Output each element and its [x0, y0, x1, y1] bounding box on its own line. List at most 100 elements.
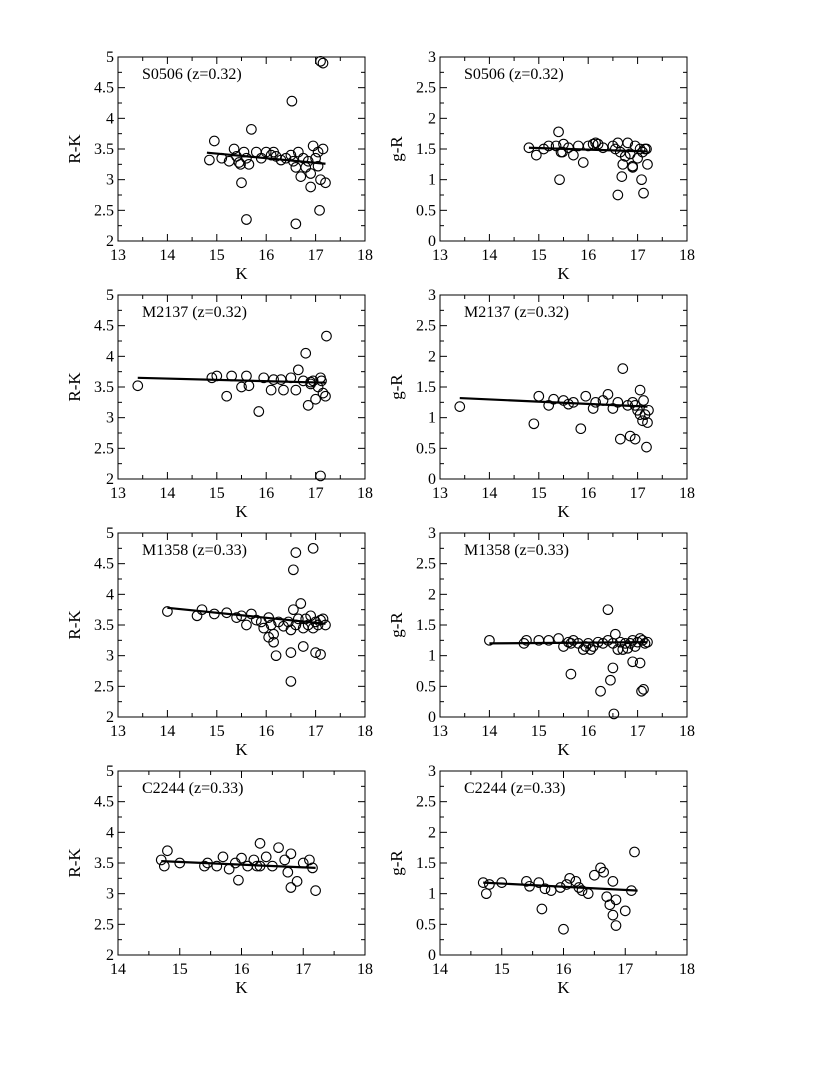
chart-panel-3: 13 14 15 16 17 18 2 2.5 3 3.5 4 4.5 5 K R-K M2137 (z=0.… — [65, 287, 373, 521]
data-point — [610, 920, 622, 931]
y-tick-label: 3.5 — [94, 617, 114, 634]
y-axis-label: g-R — [387, 612, 406, 638]
data-point — [582, 140, 594, 152]
data-point — [629, 433, 641, 445]
x-tick-label: 16 — [258, 485, 274, 502]
x-tick-label: 13 — [432, 485, 448, 502]
data-point — [250, 614, 262, 626]
y-axis-label: R-K — [65, 134, 84, 164]
data-point — [290, 619, 302, 631]
data-point — [202, 857, 213, 869]
data-point — [563, 398, 574, 410]
x-tick-label: 14 — [110, 961, 126, 978]
y-axis-label: R-K — [65, 372, 84, 402]
data-point — [595, 685, 606, 697]
data-point — [602, 389, 614, 400]
data-point — [585, 644, 597, 655]
data-point — [607, 909, 619, 921]
data-point — [565, 668, 577, 680]
y-tick-label: 2.5 — [94, 678, 114, 695]
data-point — [612, 396, 624, 408]
data-point — [317, 143, 329, 155]
x-tick-label: 13 — [110, 485, 126, 502]
y-tick-label: 2 — [428, 824, 436, 841]
y-tick-label: 1.5 — [416, 617, 436, 634]
data-point — [253, 406, 265, 417]
data-point — [592, 636, 604, 648]
data-point — [236, 610, 247, 622]
data-point — [545, 885, 557, 896]
data-point — [221, 390, 233, 402]
data-point — [637, 634, 648, 646]
data-point — [317, 387, 329, 399]
data-point — [282, 866, 294, 878]
x-tick-label: 17 — [308, 723, 324, 740]
data-point — [627, 160, 639, 172]
data-point — [530, 149, 542, 161]
data-point — [582, 888, 594, 900]
data-point — [290, 384, 302, 396]
data-point — [279, 854, 291, 866]
data-point — [310, 152, 321, 164]
y-tick-label: 3 — [428, 49, 436, 66]
x-tick-label: 15 — [531, 723, 547, 740]
data-point — [231, 612, 242, 623]
x-tick-label: 18 — [679, 961, 695, 978]
data-point — [229, 857, 241, 869]
data-point — [480, 888, 492, 900]
fit-line — [161, 860, 316, 870]
data-point — [616, 171, 628, 182]
x-tick-label: 16 — [234, 961, 250, 978]
x-tick-label: 17 — [617, 961, 633, 978]
data-point — [610, 894, 622, 906]
y-tick-label: 3.5 — [94, 379, 114, 396]
data-point — [288, 155, 299, 167]
data-point — [317, 613, 329, 625]
data-point — [199, 860, 210, 872]
data-point — [614, 433, 626, 445]
data-point — [533, 877, 545, 888]
data-point — [605, 674, 616, 686]
x-tick-label: 14 — [159, 247, 175, 264]
panel-title: M2137 (z=0.32) — [464, 304, 569, 321]
data-point — [617, 363, 629, 374]
data-point — [241, 214, 252, 225]
data-point — [295, 598, 307, 609]
x-tick-label: 15 — [531, 247, 547, 264]
panel-title: S0506 (z=0.32) — [142, 66, 242, 83]
x-tick-label: 18 — [357, 247, 373, 264]
data-point — [521, 634, 532, 646]
x-tick-label: 15 — [209, 485, 225, 502]
y-tick-label: 4.5 — [94, 794, 114, 811]
y-axis-label: R-K — [65, 610, 84, 640]
data-point — [263, 612, 275, 623]
data-point — [627, 396, 639, 408]
data-point — [557, 146, 568, 158]
data-point — [627, 656, 639, 668]
data-point — [634, 143, 646, 155]
y-tick-label: 2 — [428, 586, 436, 603]
data-point — [288, 604, 299, 616]
panel-title: M1358 (z=0.33) — [464, 542, 569, 559]
chart-panel-1: 13 14 15 16 17 18 2 2.5 3 3.5 4 4.5 5 K R-K S0506 (z=0.… — [65, 49, 373, 283]
panel-title: S0506 (z=0.32) — [464, 66, 564, 83]
data-point — [597, 142, 609, 154]
data-point — [310, 647, 321, 658]
data-point — [634, 384, 646, 396]
plot-frame — [439, 532, 688, 718]
data-point — [638, 684, 649, 695]
data-point — [619, 638, 631, 649]
data-point — [258, 372, 270, 384]
data-point — [216, 152, 228, 164]
data-point — [228, 143, 240, 155]
data-point — [265, 384, 277, 396]
y-tick-label: 4 — [106, 824, 114, 841]
data-point — [619, 905, 631, 917]
data-point — [254, 860, 266, 872]
x-axis-label: K — [235, 978, 248, 997]
x-tick-label: 16 — [580, 247, 596, 264]
x-tick-label: 15 — [531, 485, 547, 502]
x-tick-label: 13 — [110, 247, 126, 264]
data-point — [642, 636, 653, 648]
